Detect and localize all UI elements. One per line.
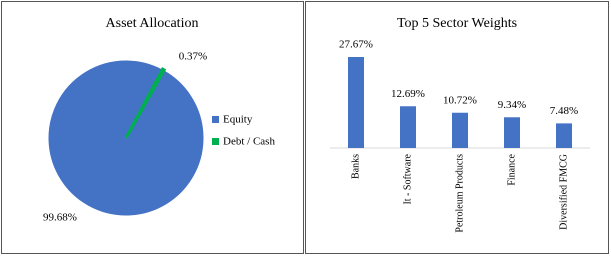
panel-border <box>305 1 609 254</box>
legend-label: Equity <box>223 114 253 126</box>
bar <box>556 123 572 148</box>
data-label: 99.68% <box>43 212 77 224</box>
legend-label: Debt / Cash <box>223 136 275 148</box>
legend-swatch <box>212 138 219 145</box>
data-label: 10.72% <box>443 94 477 106</box>
bar <box>400 106 416 148</box>
panel-border <box>1 1 304 254</box>
x-tick-label: Banks <box>350 154 361 179</box>
data-label: 12.69% <box>391 88 425 100</box>
x-tick-label: Diversified FMCG <box>558 154 569 230</box>
chart-title: Top 5 Sector Weights <box>397 16 517 31</box>
data-label: 0.37% <box>179 51 207 63</box>
data-label: 27.67% <box>339 39 373 51</box>
data-label: 9.34% <box>498 99 526 111</box>
bar <box>504 117 520 148</box>
pie-slice <box>124 67 167 139</box>
x-tick-label: It - Software <box>402 153 413 204</box>
bar <box>348 57 364 148</box>
legend-swatch <box>212 116 219 123</box>
x-tick-label: Finance <box>506 153 517 185</box>
data-label: 7.48% <box>550 105 578 117</box>
chart-title: Asset Allocation <box>106 16 199 31</box>
bar <box>452 112 468 148</box>
x-tick-label: Petroleum Products <box>454 154 465 233</box>
